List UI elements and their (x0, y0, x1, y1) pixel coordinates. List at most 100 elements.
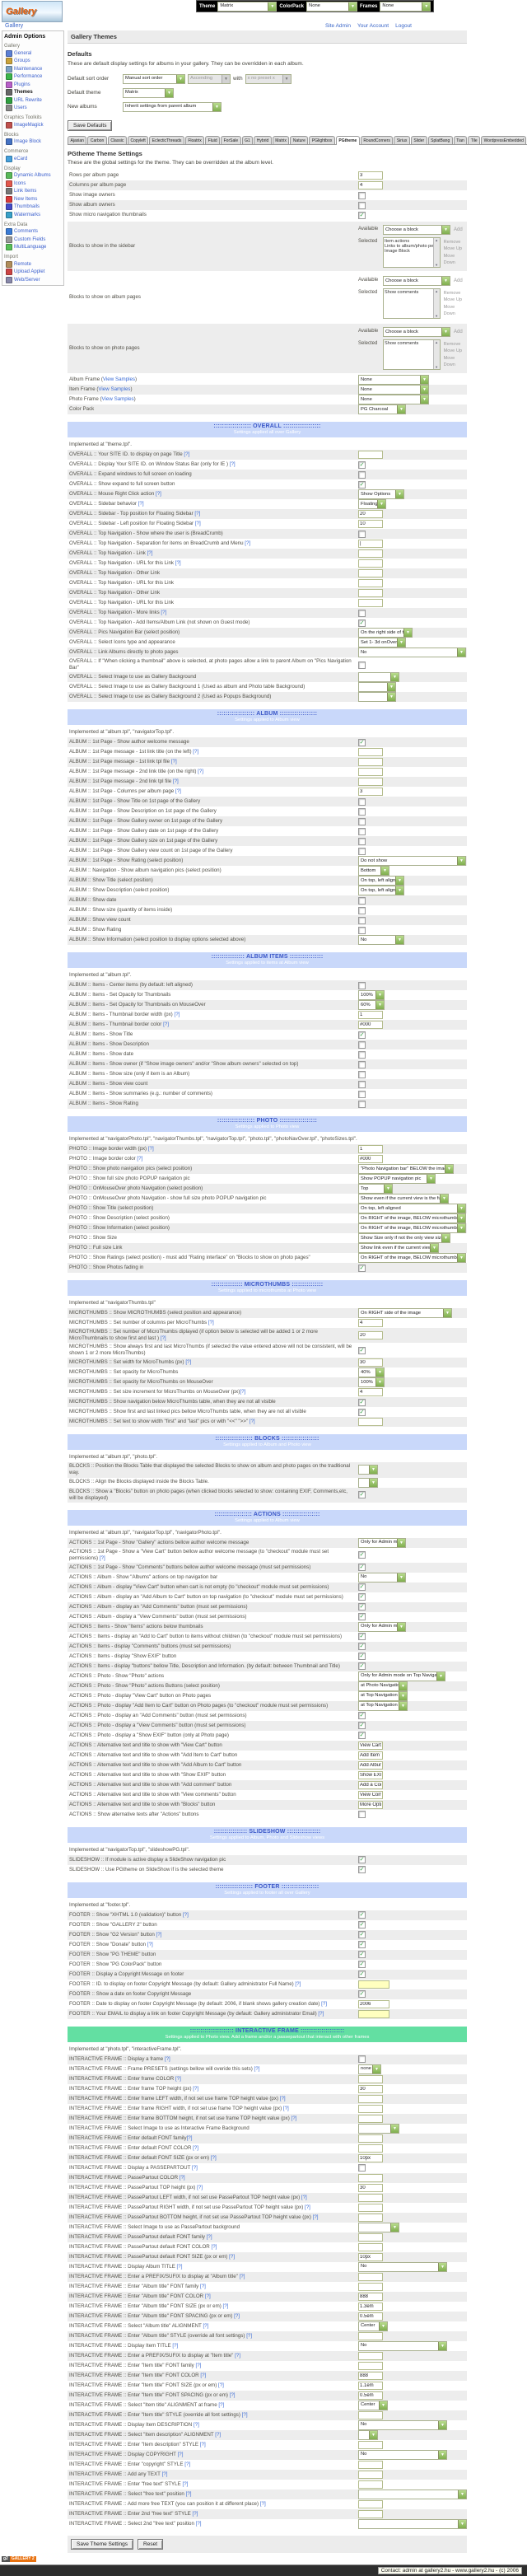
setting-checkbox[interactable]: ✓ (358, 1398, 366, 1406)
setting-checkbox[interactable] (358, 530, 366, 538)
setting-checkbox[interactable]: ✓ (358, 1856, 366, 1864)
setting-input[interactable] (358, 2153, 383, 2162)
setting-checkbox[interactable] (358, 906, 366, 914)
setting-select[interactable]: ▼ (358, 2489, 467, 2499)
help-link[interactable]: [?] (239, 2273, 245, 2279)
setting-select[interactable]: Top ▼ (358, 1184, 393, 1194)
help-link[interactable]: [?] (215, 2431, 222, 2438)
setting-select[interactable]: None ▼ (358, 375, 429, 385)
setting-input[interactable] (358, 579, 383, 587)
setting-select[interactable]: "Photo Navigation bar" BELOW the image ▼ (358, 1164, 454, 1175)
setting-checkbox[interactable]: ✓ (358, 1941, 366, 1949)
setting-input[interactable] (358, 2391, 383, 2400)
setting-checkbox[interactable]: ✓ (358, 1491, 366, 1499)
list-item[interactable]: Image Block (385, 249, 410, 254)
sidebar-item-plugins[interactable]: Plugins (4, 80, 62, 88)
help-link[interactable]: [?] (301, 2194, 307, 2200)
help-link[interactable]: [?] (254, 2065, 260, 2072)
setting-input[interactable] (358, 2084, 383, 2093)
help-link[interactable]: [?] (318, 2010, 324, 2017)
help-link[interactable]: [?] (182, 1911, 189, 1918)
view-samples-link[interactable]: View Samples (101, 395, 134, 402)
tab-nature[interactable]: Nature (290, 136, 309, 144)
setting-input[interactable] (358, 2371, 383, 2380)
setting-select[interactable]: Bottom ▼ (358, 866, 389, 877)
setting-input[interactable] (358, 2381, 383, 2390)
setting-input[interactable] (358, 1760, 383, 1770)
tab-tile[interactable]: Tile (468, 136, 481, 144)
setting-input[interactable] (358, 2460, 383, 2469)
sidebar-item-watermarks[interactable]: Watermarks (4, 210, 62, 218)
setting-input[interactable] (358, 171, 383, 180)
help-link[interactable]: [?] (229, 461, 236, 467)
sidebar-item-themes[interactable]: Themes (4, 88, 62, 96)
sidebar-item-image-block[interactable]: Image Block (4, 138, 62, 145)
tab-slider[interactable]: Slider (410, 136, 427, 144)
setting-checkbox[interactable]: ✓ (358, 211, 366, 219)
default-sort-select[interactable]: Manual sort order ▼ (123, 73, 185, 84)
help-link[interactable]: [?] (211, 2243, 217, 2250)
setting-input[interactable] (358, 2183, 383, 2192)
help-link[interactable]: [?] (185, 2490, 192, 2497)
setting-select[interactable]: ▼ (358, 1465, 378, 1475)
tab-floatrix[interactable]: Floatrix (184, 136, 205, 144)
scroll-down-icon[interactable]: ▼ (435, 365, 439, 369)
help-link[interactable]: [?] (229, 2391, 236, 2398)
setting-checkbox[interactable]: ✓ (358, 1866, 366, 1874)
setting-checkbox[interactable] (358, 847, 366, 855)
help-link[interactable]: [?] (193, 749, 199, 755)
tab-matrix[interactable]: Matrix (272, 136, 290, 144)
setting-select[interactable]: On top, left aligned▼ (358, 876, 404, 886)
scroll-up-icon[interactable]: ▲ (435, 289, 439, 293)
help-link[interactable]: [?] (156, 490, 161, 497)
sidebar-item-maintenance[interactable]: Maintenance (4, 64, 62, 72)
remove-button[interactable]: Remove (443, 291, 461, 296)
setting-input[interactable] (358, 510, 383, 518)
scrollbar[interactable]: ▲ ▼ (432, 238, 440, 267)
setting-select[interactable]: Show Size only if not the only view size… (358, 1233, 450, 1244)
help-link[interactable]: [?] (291, 2115, 297, 2121)
move-up-button[interactable]: Move Up (443, 297, 462, 303)
help-link[interactable]: [?] (193, 2085, 199, 2092)
setting-checkbox[interactable]: ✓ (358, 1583, 366, 1592)
setting-select[interactable]: No ▼ (358, 2261, 447, 2272)
help-link[interactable]: [?] (195, 2362, 202, 2368)
setting-checkbox[interactable] (358, 807, 366, 816)
help-link[interactable]: [?] (174, 1012, 180, 1018)
setting-input[interactable] (358, 599, 383, 607)
sidebar-item-custom-fields[interactable]: Custom Fields (4, 235, 62, 243)
setting-checkbox[interactable]: ✓ (358, 1551, 366, 1559)
help-link[interactable]: [?] (249, 1419, 255, 1425)
sidebar-item-comments[interactable]: Comments (4, 227, 62, 235)
setting-select[interactable]: On RIGHT of the image, BELOW microthumbs… (358, 1253, 466, 1264)
setting-select[interactable]: Show POPUP navigation pic ▼ (358, 1174, 436, 1185)
setting-checkbox[interactable] (358, 191, 366, 199)
setting-checkbox[interactable]: ✓ (358, 1346, 366, 1354)
move-up-button[interactable]: Move Up (443, 246, 462, 252)
setting-input[interactable] (358, 540, 383, 548)
setting-input[interactable] (358, 1388, 383, 1397)
setting-checkbox[interactable]: ✓ (358, 1643, 366, 1651)
setting-input[interactable] (358, 2094, 383, 2103)
help-link[interactable]: [?] (218, 2382, 224, 2388)
setting-select[interactable]: No ▼ (358, 2419, 447, 2430)
frames-select[interactable]: None ▼ (380, 1, 431, 12)
site-admin-link[interactable]: Site Admin (324, 23, 352, 29)
setting-input[interactable] (358, 2499, 383, 2508)
setting-select[interactable]: PG Charcoal ▼ (358, 404, 406, 414)
sidebar-item-ecard[interactable]: eCard (4, 154, 62, 162)
help-link[interactable]: [?] (295, 1980, 301, 1987)
setting-input[interactable] (358, 1741, 383, 1750)
setting-select[interactable]: at Top Navigation bar▼ (358, 1700, 408, 1711)
setting-checkbox[interactable]: ✓ (358, 480, 366, 489)
setting-checkbox[interactable]: ✓ (358, 1921, 366, 1929)
setting-select[interactable]: 40% ▼ (358, 1367, 385, 1378)
setting-input[interactable] (358, 2144, 383, 2153)
setting-input[interactable] (358, 1358, 383, 1367)
list-item[interactable]: Item actions (385, 239, 410, 244)
help-link[interactable]: [?] (137, 1156, 143, 1162)
setting-input[interactable] (358, 2509, 383, 2518)
setting-select[interactable]: 100% ▼ (358, 990, 385, 1001)
sidebar-item-multilanguage[interactable]: MultiLanguage (4, 243, 62, 250)
colorpack-select[interactable]: None ▼ (306, 1, 358, 12)
